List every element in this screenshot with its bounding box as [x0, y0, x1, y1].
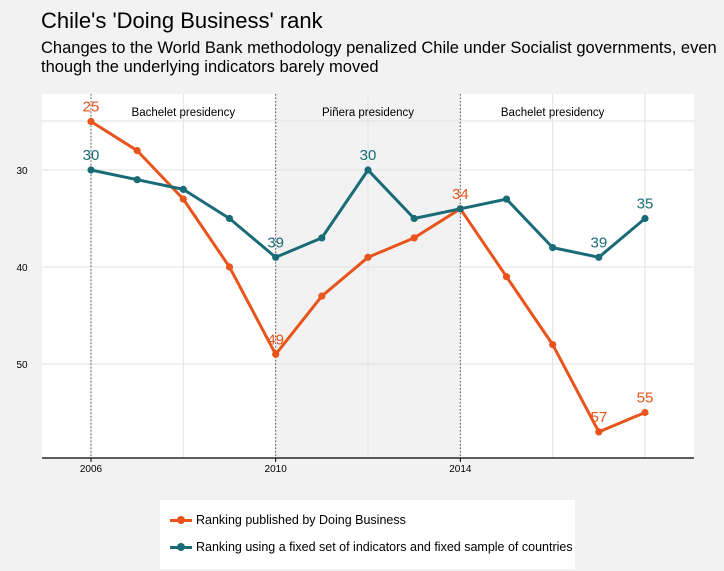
legend-key-fixed [170, 541, 192, 553]
data-point-fixed [364, 166, 372, 174]
data-point-published [87, 117, 95, 126]
y-tick-label: 50 [16, 360, 28, 371]
legend-item-published: Ranking published by Doing Business [170, 510, 406, 530]
legend-label-fixed: Ranking using a fixed set of indicators … [196, 540, 573, 554]
data-point-published [641, 408, 649, 417]
data-label-fixed: 39 [590, 234, 607, 251]
data-label-published: 25 [83, 99, 100, 116]
period-band [460, 94, 694, 458]
chart-subtitle: Changes to the World Bank methodology pe… [41, 39, 717, 76]
y-tick-label: 30 [16, 166, 28, 177]
data-point-fixed [549, 244, 557, 252]
data-point-published [272, 350, 280, 358]
period-band [42, 94, 276, 458]
data-point-fixed [225, 214, 234, 223]
data-point-fixed [410, 214, 418, 223]
data-point-published [410, 234, 418, 242]
data-label-fixed: 30 [360, 147, 377, 164]
data-point-published [502, 273, 511, 281]
data-label-fixed: 30 [83, 147, 100, 164]
data-label-published: 49 [267, 331, 284, 348]
data-label-published: 57 [590, 409, 607, 426]
data-label-fixed: 35 [637, 196, 654, 213]
x-tick-label: 2014 [449, 464, 472, 475]
data-point-fixed [179, 185, 187, 193]
data-point-fixed [502, 195, 511, 203]
data-point-fixed [87, 166, 95, 174]
data-point-published [318, 292, 326, 300]
legend: Ranking published by Doing Business Rank… [160, 500, 575, 569]
data-point-fixed [641, 214, 649, 223]
data-label-fixed: 39 [267, 234, 284, 251]
legend-label-published: Ranking published by Doing Business [196, 513, 406, 527]
period-label: Bachelet presidency [132, 107, 236, 119]
period-label: Piñera presidency [322, 107, 414, 119]
x-tick-label: 2010 [265, 464, 288, 475]
legend-key-published [170, 514, 192, 526]
data-point-published [225, 263, 234, 271]
data-point-fixed [456, 205, 464, 213]
data-point-fixed [272, 253, 280, 261]
data-point-published [364, 253, 372, 261]
data-point-published [133, 147, 141, 155]
data-label-published: 34 [452, 186, 469, 203]
chart-title: Chile's 'Doing Business' rank [41, 8, 323, 33]
legend-item-fixed: Ranking using a fixed set of indicators … [170, 537, 573, 557]
data-point-published [179, 195, 187, 203]
data-point-fixed [318, 234, 326, 242]
data-point-fixed [595, 253, 603, 261]
period-label: Bachelet presidency [501, 107, 605, 119]
data-point-published [595, 428, 603, 436]
data-point-fixed [133, 176, 141, 184]
x-tick-label: 2006 [80, 464, 103, 475]
data-point-published [549, 341, 557, 349]
data-label-published: 55 [637, 390, 654, 407]
y-tick-label: 40 [16, 263, 28, 274]
